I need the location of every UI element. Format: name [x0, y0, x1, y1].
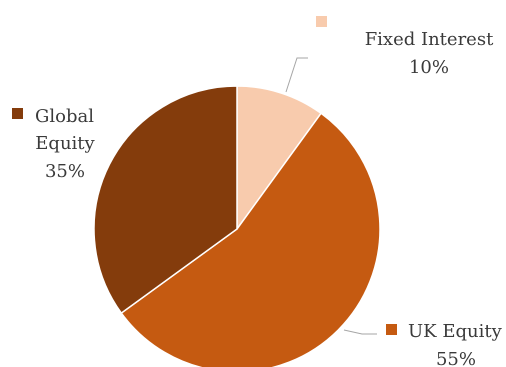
slice-value-fixed-interest: 10% [409, 57, 449, 78]
slice-label-uk-equity: UK Equity [408, 321, 503, 342]
legend-marker-fixed-interest [316, 16, 327, 27]
legend-marker-uk-equity [386, 324, 397, 335]
slice-value-global-equity: 35% [45, 161, 85, 182]
slice-value-uk-equity: 55% [436, 349, 476, 367]
leader-line-uk-equity [344, 330, 377, 334]
legend-marker-global-equity [12, 108, 23, 119]
pie-slices [94, 86, 380, 367]
slice-label-global-equity-line2: Equity [35, 133, 95, 154]
slice-label-fixed-interest: Fixed Interest [365, 29, 494, 50]
slice-label-global-equity-line1: Global [35, 106, 94, 127]
leader-line-fixed-interest [286, 58, 308, 92]
